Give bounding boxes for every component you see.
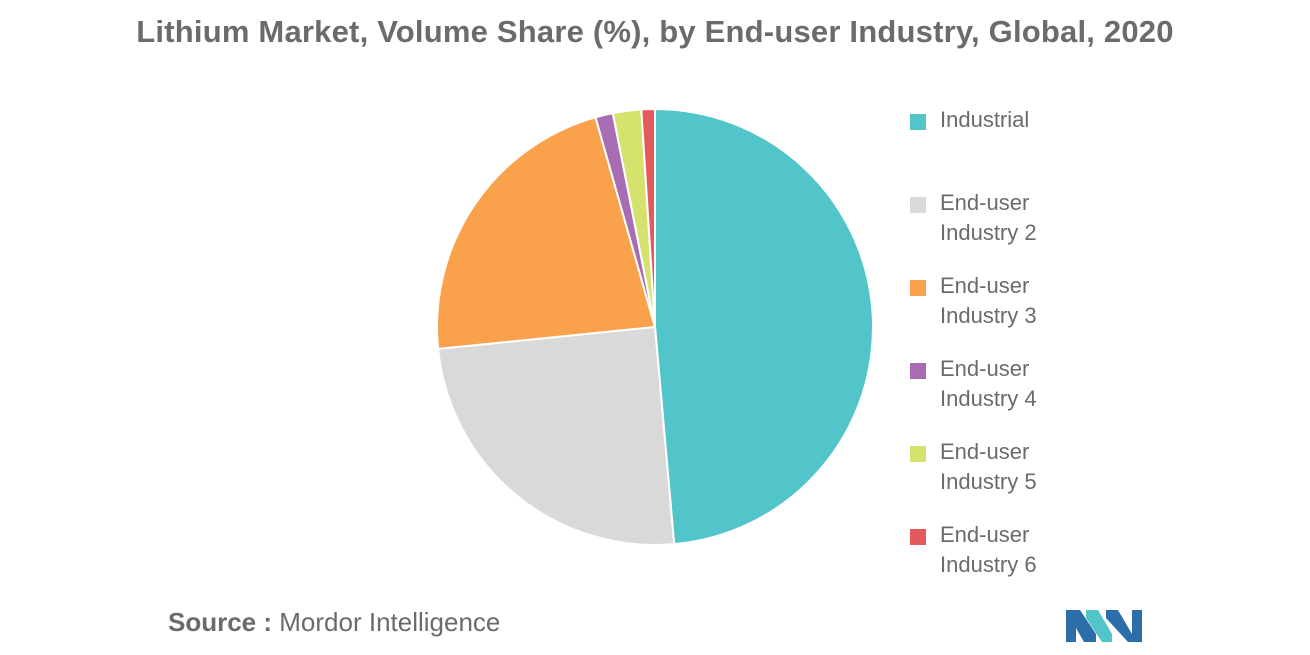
legend-swatch bbox=[910, 363, 926, 379]
slice-industrial bbox=[654, 107, 874, 546]
legend-label: End-user Industry 2 bbox=[940, 190, 1037, 245]
legend-label: End-user Industry 5 bbox=[940, 439, 1037, 494]
legend-swatch bbox=[910, 280, 926, 296]
source-text: Mordor Intelligence bbox=[279, 607, 501, 637]
legend-swatch bbox=[910, 114, 926, 130]
legend-label: Industrial bbox=[940, 107, 1030, 132]
legend-swatch bbox=[910, 446, 926, 462]
legend-label: End-user Industry 3 bbox=[940, 273, 1037, 328]
source-prefix: Source : bbox=[168, 607, 273, 637]
legend-label: End-user Industry 4 bbox=[940, 356, 1037, 411]
logo-left-stroke bbox=[1066, 610, 1096, 642]
logo-right-stroke bbox=[1106, 610, 1142, 642]
slice-industry-6 bbox=[640, 107, 656, 328]
legend-label: End-user Industry 6 bbox=[940, 522, 1037, 577]
slice-industry-3 bbox=[436, 116, 657, 350]
mordor-logo-icon bbox=[1066, 610, 1142, 642]
chart-title: Lithium Market, Volume Share (%), by End… bbox=[136, 14, 1174, 49]
slice-industry-2 bbox=[437, 325, 676, 546]
source-note: Source : Mordor Intelligence bbox=[168, 607, 500, 638]
legend-swatch bbox=[910, 197, 926, 213]
legend-swatch bbox=[910, 529, 926, 545]
logo-middle-stroke bbox=[1086, 610, 1112, 642]
